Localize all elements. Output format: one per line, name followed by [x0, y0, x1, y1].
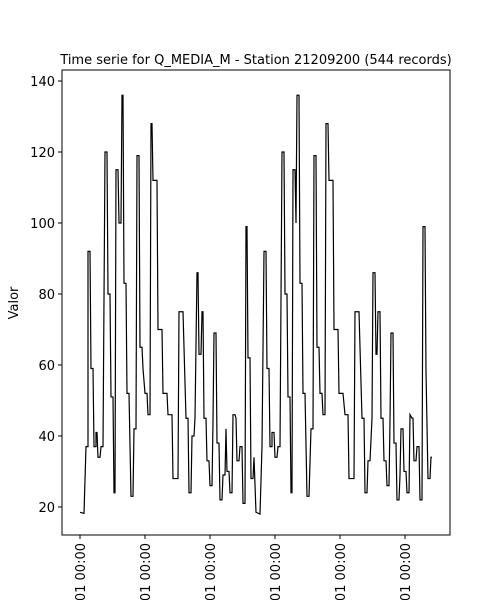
- x-tick-label: 01 00:00: [204, 543, 219, 600]
- x-tick-label: 01 00:00: [334, 543, 349, 600]
- x-tick-label: 01 00:00: [74, 543, 89, 600]
- y-tick-label: 140: [30, 75, 55, 90]
- chart-title: Time serie for Q_MEDIA_M - Station 21209…: [59, 53, 451, 68]
- x-tick-label: 01 00:00: [269, 543, 284, 600]
- y-tick-label: 40: [38, 430, 55, 445]
- y-tick-label: 120: [30, 146, 55, 161]
- y-tick-label: 60: [38, 359, 55, 374]
- data-line: [79, 94, 432, 515]
- y-tick-label: 100: [30, 217, 55, 232]
- y-tick-label: 20: [38, 501, 55, 516]
- x-tick-label: 01 00:00: [399, 543, 414, 600]
- y-tick-label: 80: [38, 288, 55, 303]
- y-axis-label: Valor: [7, 286, 22, 319]
- x-tick-label: 01 00:00: [139, 543, 154, 600]
- plot-frame: [61, 69, 451, 536]
